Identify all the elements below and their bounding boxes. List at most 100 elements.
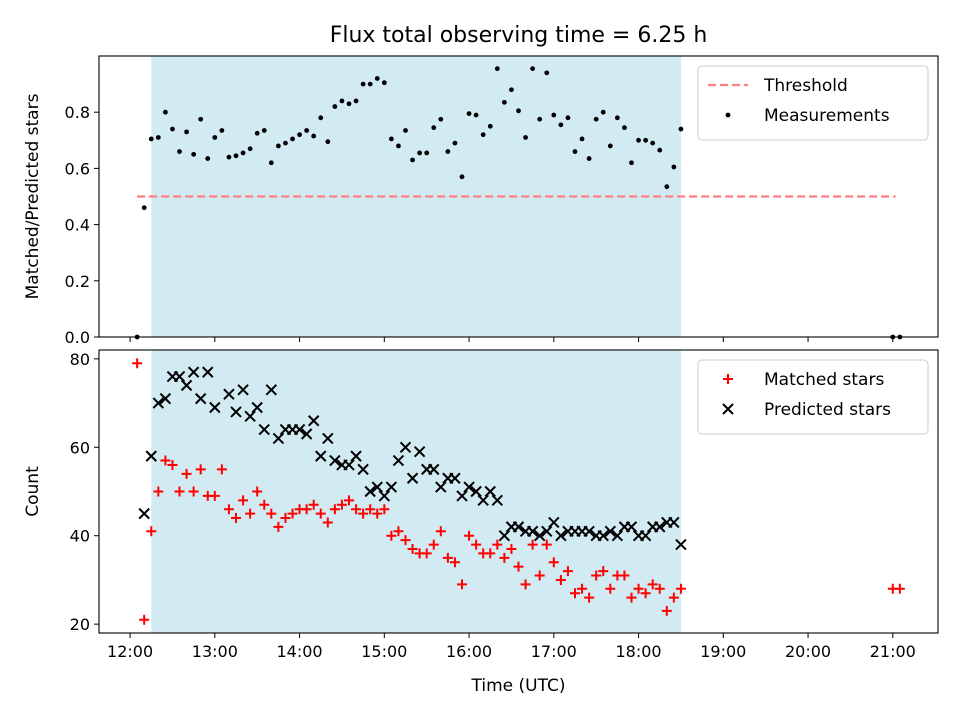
measurement-point <box>304 128 310 133</box>
matched-stars-point <box>372 508 383 519</box>
matched-stars-point <box>569 588 580 599</box>
matched-stars-point <box>167 459 178 470</box>
predicted-stars-point <box>307 415 320 427</box>
measurement-point <box>283 140 288 146</box>
predicted-stars-point <box>548 516 560 529</box>
measurement-point <box>614 115 620 121</box>
predicted-stars-point <box>604 525 617 538</box>
measurement-point <box>219 128 225 133</box>
matched-stars-point <box>379 504 390 515</box>
measurement-point <box>403 128 408 133</box>
measurement-point <box>410 157 415 163</box>
measurement-point <box>593 116 599 122</box>
measurement-point <box>268 160 274 166</box>
measurement-point <box>452 140 458 146</box>
matched-stars-point <box>562 566 573 577</box>
matched-stars-point <box>598 566 609 577</box>
predicted-stars-point <box>251 401 263 414</box>
matched-stars-point <box>506 543 517 554</box>
measurement-point <box>650 140 656 146</box>
matched-stars-point <box>591 570 602 581</box>
measurement-point <box>424 150 430 156</box>
y-axis-label: Matched/Predicted stars <box>23 93 43 299</box>
predicted-stars-point <box>315 450 327 462</box>
matched-stars-point <box>344 495 355 506</box>
predicted-stars-point <box>159 392 172 405</box>
matched-stars-point <box>351 504 362 515</box>
predicted-stars-point <box>357 463 369 476</box>
matched-stars-point <box>584 592 595 603</box>
legend-box <box>697 65 929 141</box>
predicted-stars-point <box>202 366 214 378</box>
y-tick-label: 0.6 <box>65 159 90 178</box>
measurement-point <box>664 184 670 190</box>
predicted-stars-point <box>371 481 383 493</box>
measurement-point <box>501 99 507 105</box>
measurement-point <box>516 108 521 114</box>
measurement-point <box>360 81 366 87</box>
predicted-stars-point <box>484 485 496 498</box>
predicted-stars-point <box>244 410 256 423</box>
matched-stars-point <box>499 552 510 563</box>
measurement-point <box>480 132 486 138</box>
matched-stars-point <box>259 499 270 510</box>
x-tick-label: 20:00 <box>785 642 831 661</box>
measurement-point <box>487 123 493 129</box>
x-tick-label: 21:00 <box>870 642 916 661</box>
predicted-stars-point <box>145 450 157 462</box>
measurement-point <box>177 149 182 154</box>
legend-label: Threshold <box>763 76 848 96</box>
measurement-point <box>558 122 564 128</box>
predicted-stars-point <box>512 521 525 533</box>
matched-stars-point <box>442 552 453 563</box>
predicted-stars-point <box>456 490 468 502</box>
matched-stars-point <box>181 468 192 479</box>
predicted-stars-point <box>223 388 235 400</box>
measurement-point <box>551 112 557 118</box>
matched-stars-point <box>428 539 439 550</box>
measurement-point <box>586 156 592 161</box>
measurement-point <box>579 136 585 142</box>
legend: Matched stars Predicted stars <box>697 359 929 435</box>
x-tick-label: 16:00 <box>446 642 492 661</box>
predicted-stars-point <box>435 481 447 493</box>
predicted-stars-point <box>597 530 609 542</box>
matched-stars-point <box>231 513 242 524</box>
measurement-point <box>565 115 571 121</box>
matched-stars-point <box>301 504 312 515</box>
matched-stars-point <box>280 513 291 524</box>
matched-stars-point <box>577 583 588 594</box>
measurement-point <box>247 146 253 152</box>
predicted-stars-point <box>449 472 461 484</box>
matched-stars-point <box>435 526 446 537</box>
predicted-stars-point <box>300 428 313 440</box>
predicted-stars-point <box>625 521 638 533</box>
matched-stars-point <box>174 486 185 497</box>
predicted-stars-point <box>541 525 553 538</box>
measurement-point <box>297 132 302 138</box>
measurement-point <box>141 205 147 211</box>
matched-stars-point <box>464 530 475 541</box>
matched-stars-point <box>336 499 347 510</box>
measurement-point <box>600 109 606 115</box>
predicted-stars-point <box>237 384 249 396</box>
legend-predicted-swatch <box>722 403 734 415</box>
matched-stars-point <box>358 508 369 519</box>
measurement-point <box>509 87 514 93</box>
predicted-stars-point <box>428 463 440 476</box>
matched-stars-point <box>534 570 545 581</box>
measurement-point <box>198 116 204 122</box>
measurement-point <box>339 98 345 104</box>
matched-stars-point <box>541 539 552 550</box>
measurement-point <box>388 136 394 142</box>
matched-stars-point <box>287 508 298 519</box>
measurement-point <box>459 174 465 180</box>
predicted-stars-point <box>265 384 278 396</box>
measurement-point <box>191 151 197 157</box>
matched-stars-point <box>661 605 672 616</box>
matched-stars-point <box>400 535 411 546</box>
y-tick-label: 60 <box>70 438 90 457</box>
predicted-stars-point <box>470 485 482 498</box>
measurement-point <box>622 125 627 131</box>
legend-matched-swatch <box>723 374 733 384</box>
